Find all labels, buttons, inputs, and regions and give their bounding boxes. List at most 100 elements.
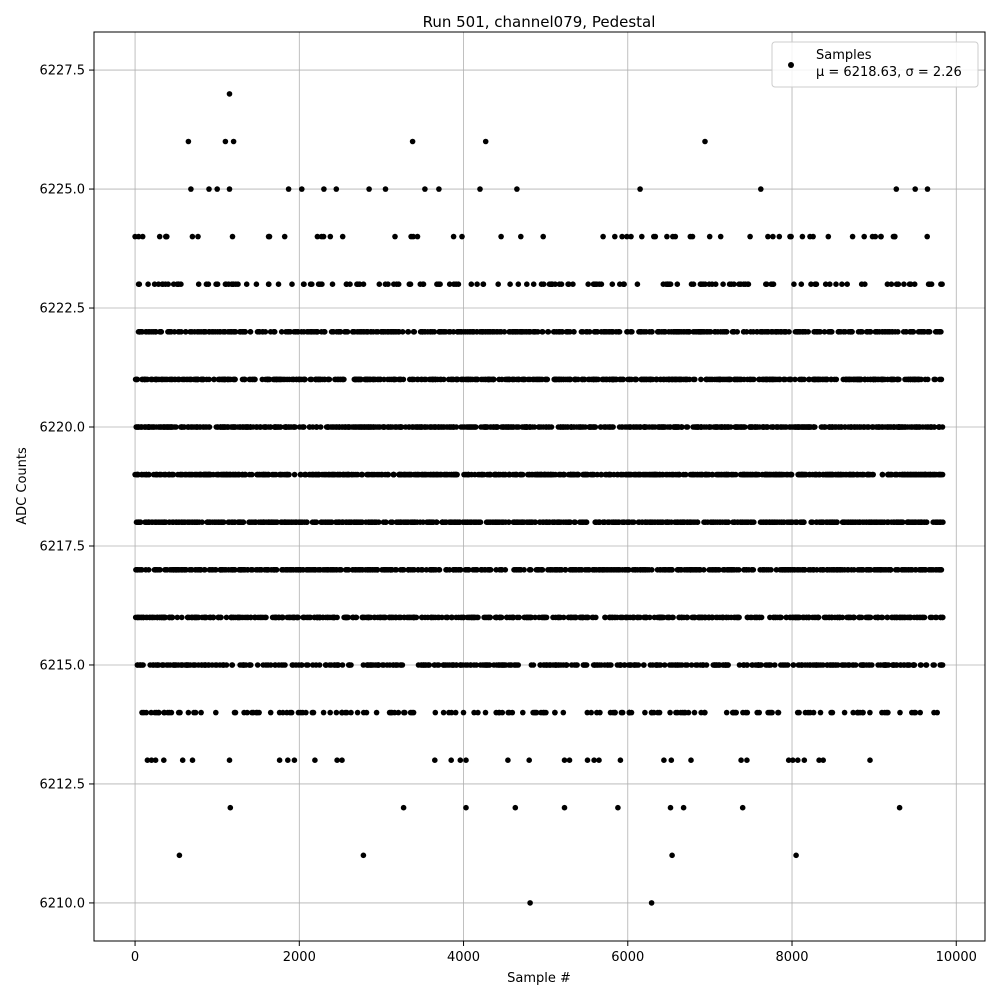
data-point (505, 757, 511, 763)
data-point (915, 376, 921, 383)
data-point (317, 424, 324, 430)
data-point (596, 567, 603, 573)
data-point (223, 471, 230, 478)
data-point (580, 614, 586, 621)
data-point (436, 186, 442, 192)
data-point (561, 757, 568, 763)
data-point (379, 329, 386, 335)
data-point (931, 376, 937, 383)
data-point (563, 662, 570, 668)
data-point (716, 376, 723, 383)
data-point (241, 376, 248, 383)
data-point (668, 519, 675, 525)
data-point (758, 186, 764, 192)
data-point (719, 519, 726, 525)
data-point (364, 662, 371, 668)
data-point (563, 329, 570, 335)
data-point (353, 424, 359, 430)
data-point (707, 329, 714, 335)
data-point (629, 329, 635, 335)
data-point (763, 424, 769, 430)
data-point (839, 567, 846, 573)
data-point (161, 757, 167, 763)
data-point (537, 662, 543, 668)
data-point (134, 376, 141, 383)
data-point (230, 138, 237, 145)
data-point (884, 424, 890, 430)
data-point (925, 329, 931, 335)
data-point (212, 329, 219, 335)
data-point (718, 424, 724, 430)
data-point (232, 424, 239, 430)
data-point (562, 567, 569, 573)
data-point (610, 376, 616, 383)
data-point (605, 424, 611, 430)
data-point (647, 519, 653, 525)
data-point (186, 614, 192, 621)
data-point (513, 471, 520, 478)
data-point (548, 567, 554, 573)
data-point (811, 376, 817, 383)
data-point (670, 329, 677, 335)
data-point (702, 138, 708, 145)
data-point (156, 233, 163, 240)
data-point (546, 519, 553, 525)
data-point (800, 519, 806, 525)
data-point (467, 376, 473, 383)
data-point (321, 471, 327, 478)
data-point (188, 186, 194, 192)
data-point (512, 804, 519, 811)
data-point (545, 329, 552, 335)
data-point (422, 329, 428, 335)
data-point (331, 614, 337, 621)
data-point (733, 424, 740, 430)
data-point (649, 329, 655, 335)
data-point (820, 757, 826, 763)
chart-title: Run 501, channel079, Pedestal (423, 13, 656, 31)
data-point (871, 567, 878, 573)
data-point (305, 329, 312, 335)
data-point (248, 567, 254, 573)
data-point (460, 614, 467, 621)
data-point (221, 424, 228, 430)
data-point (350, 329, 356, 335)
data-point (624, 329, 630, 335)
data-point (806, 614, 812, 621)
data-point (463, 804, 469, 811)
data-point (809, 471, 816, 478)
data-point (915, 519, 921, 525)
data-point (247, 376, 254, 383)
data-point (913, 614, 920, 621)
data-point (676, 471, 683, 478)
data-point (438, 424, 445, 430)
data-point (319, 376, 326, 383)
data-point (590, 471, 596, 478)
data-point (891, 424, 898, 430)
data-point (189, 519, 195, 525)
data-point (884, 519, 891, 525)
data-point (632, 567, 639, 573)
data-point (415, 567, 421, 573)
data-point (674, 567, 681, 573)
data-point (406, 471, 413, 478)
data-point (159, 614, 165, 621)
data-point (867, 376, 873, 383)
data-point (411, 519, 418, 525)
data-point (499, 519, 506, 525)
data-point (833, 567, 840, 573)
data-point (540, 519, 547, 525)
data-point (720, 614, 726, 621)
data-point (731, 519, 738, 525)
data-point (291, 757, 298, 763)
data-point (477, 662, 484, 668)
data-point (428, 567, 434, 573)
data-point (214, 186, 220, 192)
data-point (928, 471, 934, 478)
data-point (206, 186, 212, 192)
data-point (232, 471, 238, 478)
data-point (444, 471, 450, 478)
data-point (415, 376, 421, 383)
data-point (261, 567, 268, 573)
data-point (339, 519, 346, 525)
data-point (449, 662, 455, 668)
